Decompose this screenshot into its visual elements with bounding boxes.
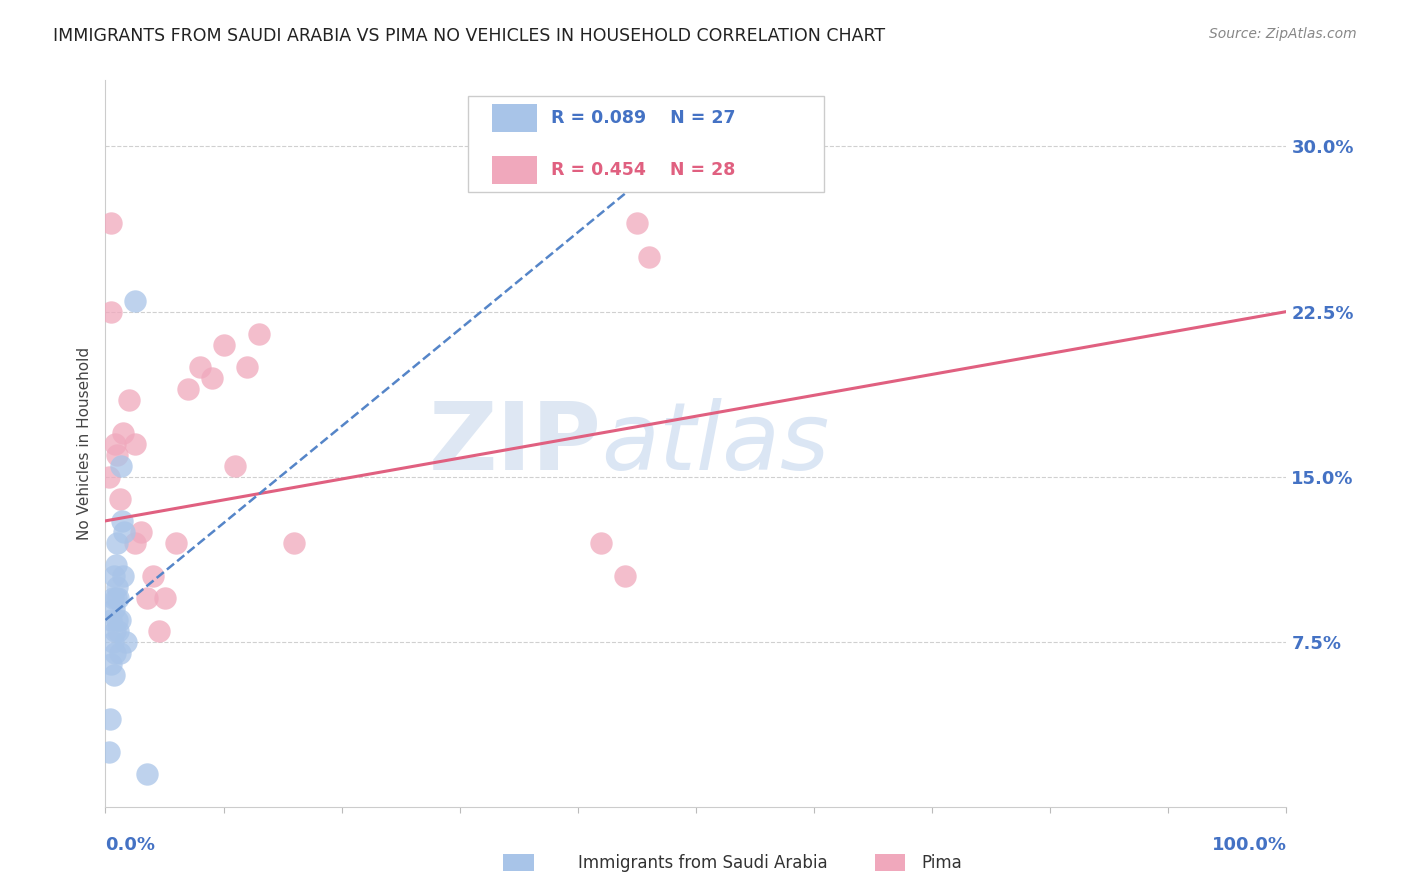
Point [98, 712, 121, 726]
Point [124, 293, 146, 308]
Point [112, 569, 135, 583]
Point [614, 569, 637, 583]
Point [111, 514, 134, 528]
Point [212, 337, 235, 351]
Text: R = 0.454    N = 28: R = 0.454 N = 28 [551, 161, 735, 178]
Point [101, 635, 124, 649]
Point [104, 624, 127, 638]
Point [247, 326, 270, 341]
Point [105, 558, 128, 572]
Point [100, 657, 122, 671]
Point [201, 370, 224, 384]
Point [108, 491, 131, 506]
Point [105, 580, 128, 594]
Point [124, 536, 146, 550]
Point [100, 613, 122, 627]
Point [153, 591, 176, 605]
Point [105, 591, 128, 605]
Point [108, 646, 131, 660]
Point [236, 359, 259, 374]
Point [98, 745, 121, 759]
Point [142, 569, 165, 583]
Point [100, 304, 122, 318]
Point [124, 436, 146, 450]
Point [148, 624, 170, 638]
Point [103, 569, 125, 583]
Point [98, 470, 121, 484]
Text: Source: ZipAtlas.com: Source: ZipAtlas.com [1209, 27, 1357, 41]
Point [177, 382, 200, 396]
Point [103, 668, 125, 682]
Text: R = 0.089    N = 27: R = 0.089 N = 27 [551, 109, 735, 127]
Point [108, 613, 131, 627]
Point [224, 458, 246, 473]
Text: ZIP: ZIP [429, 398, 602, 490]
Point [591, 536, 613, 550]
Text: IMMIGRANTS FROM SAUDI ARABIA VS PIMA NO VEHICLES IN HOUSEHOLD CORRELATION CHART: IMMIGRANTS FROM SAUDI ARABIA VS PIMA NO … [53, 27, 886, 45]
Point [129, 524, 152, 539]
Point [637, 250, 659, 264]
FancyBboxPatch shape [492, 104, 537, 132]
Point [135, 591, 157, 605]
Point [165, 536, 187, 550]
Point [105, 448, 128, 462]
Text: atlas: atlas [602, 398, 830, 490]
Point [112, 524, 135, 539]
Text: Immigrants from Saudi Arabia: Immigrants from Saudi Arabia [578, 855, 828, 872]
Point [101, 591, 124, 605]
Text: 0.0%: 0.0% [105, 837, 156, 855]
Point [104, 436, 127, 450]
Y-axis label: No Vehicles in Household: No Vehicles in Household [76, 347, 91, 541]
Point [105, 536, 128, 550]
FancyBboxPatch shape [492, 156, 537, 184]
Point [104, 646, 127, 660]
Point [118, 392, 141, 407]
FancyBboxPatch shape [468, 96, 824, 192]
Point [188, 359, 211, 374]
Point [135, 767, 157, 781]
Point [114, 635, 136, 649]
Point [626, 217, 648, 231]
Text: 100.0%: 100.0% [1212, 837, 1286, 855]
Point [112, 425, 135, 440]
Point [103, 602, 125, 616]
Point [110, 458, 132, 473]
Point [100, 217, 122, 231]
Point [107, 624, 129, 638]
Text: Pima: Pima [922, 855, 962, 872]
Point [105, 613, 128, 627]
Point [107, 591, 129, 605]
Point [283, 536, 305, 550]
